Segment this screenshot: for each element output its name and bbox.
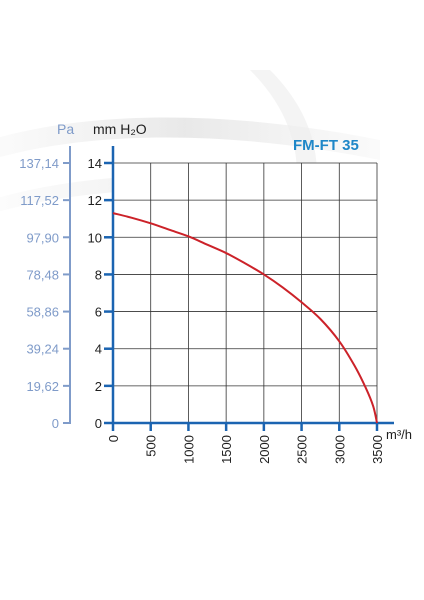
y-axis-label: mm H₂O [93,121,147,137]
y2-tick-label: 39,24 [26,342,59,357]
y-tick-label: 6 [95,305,102,320]
y-tick-label: 14 [88,156,102,171]
pa-ticks: 0 19,62 39,24 58,86 78,48 97,90 117,52 137,14 [19,156,70,431]
x-tick-label: 3500 [370,435,385,464]
y-tick-label: 0 [95,416,102,431]
y2-tick-label: 78,48 [26,267,59,282]
y2-tick-label: 117,52 [20,193,59,208]
y2-tick-label: 19,62 [26,379,59,394]
x-ticks: 0 500 1000 1500 2000 2500 3000 3500 [106,423,385,464]
x-tick-label: 3000 [332,435,347,464]
y-tick-label: 8 [95,267,102,282]
y2-axis-label: Pa [57,121,74,137]
x-tick-label: 1500 [219,435,234,464]
y-tick-label: 4 [95,342,102,357]
y2-tick-label: 137,14 [19,156,59,171]
y2-tick-label: 97,90 [26,230,59,245]
chart-title: FM-FT 35 [293,137,359,154]
y-tick-label: 12 [88,193,102,208]
x-tick-label: 2500 [295,435,310,464]
plot-area [114,163,378,423]
x-tick-label: 500 [144,435,159,457]
x-tick-label: 0 [106,435,121,442]
series-line [112,212,378,424]
x-tick-label: 2000 [257,435,272,464]
x-tick-label: 1000 [181,435,196,464]
grid [113,162,378,423]
mm-ticks: 0 2 4 6 8 10 12 14 [88,156,113,431]
y2-tick-label: 58,86 [26,305,59,320]
y-tick-label: 2 [95,379,102,394]
x-axis-label: m³/h [386,427,412,442]
y-tick-label: 10 [88,230,102,245]
y2-tick-label: 0 [52,416,59,431]
